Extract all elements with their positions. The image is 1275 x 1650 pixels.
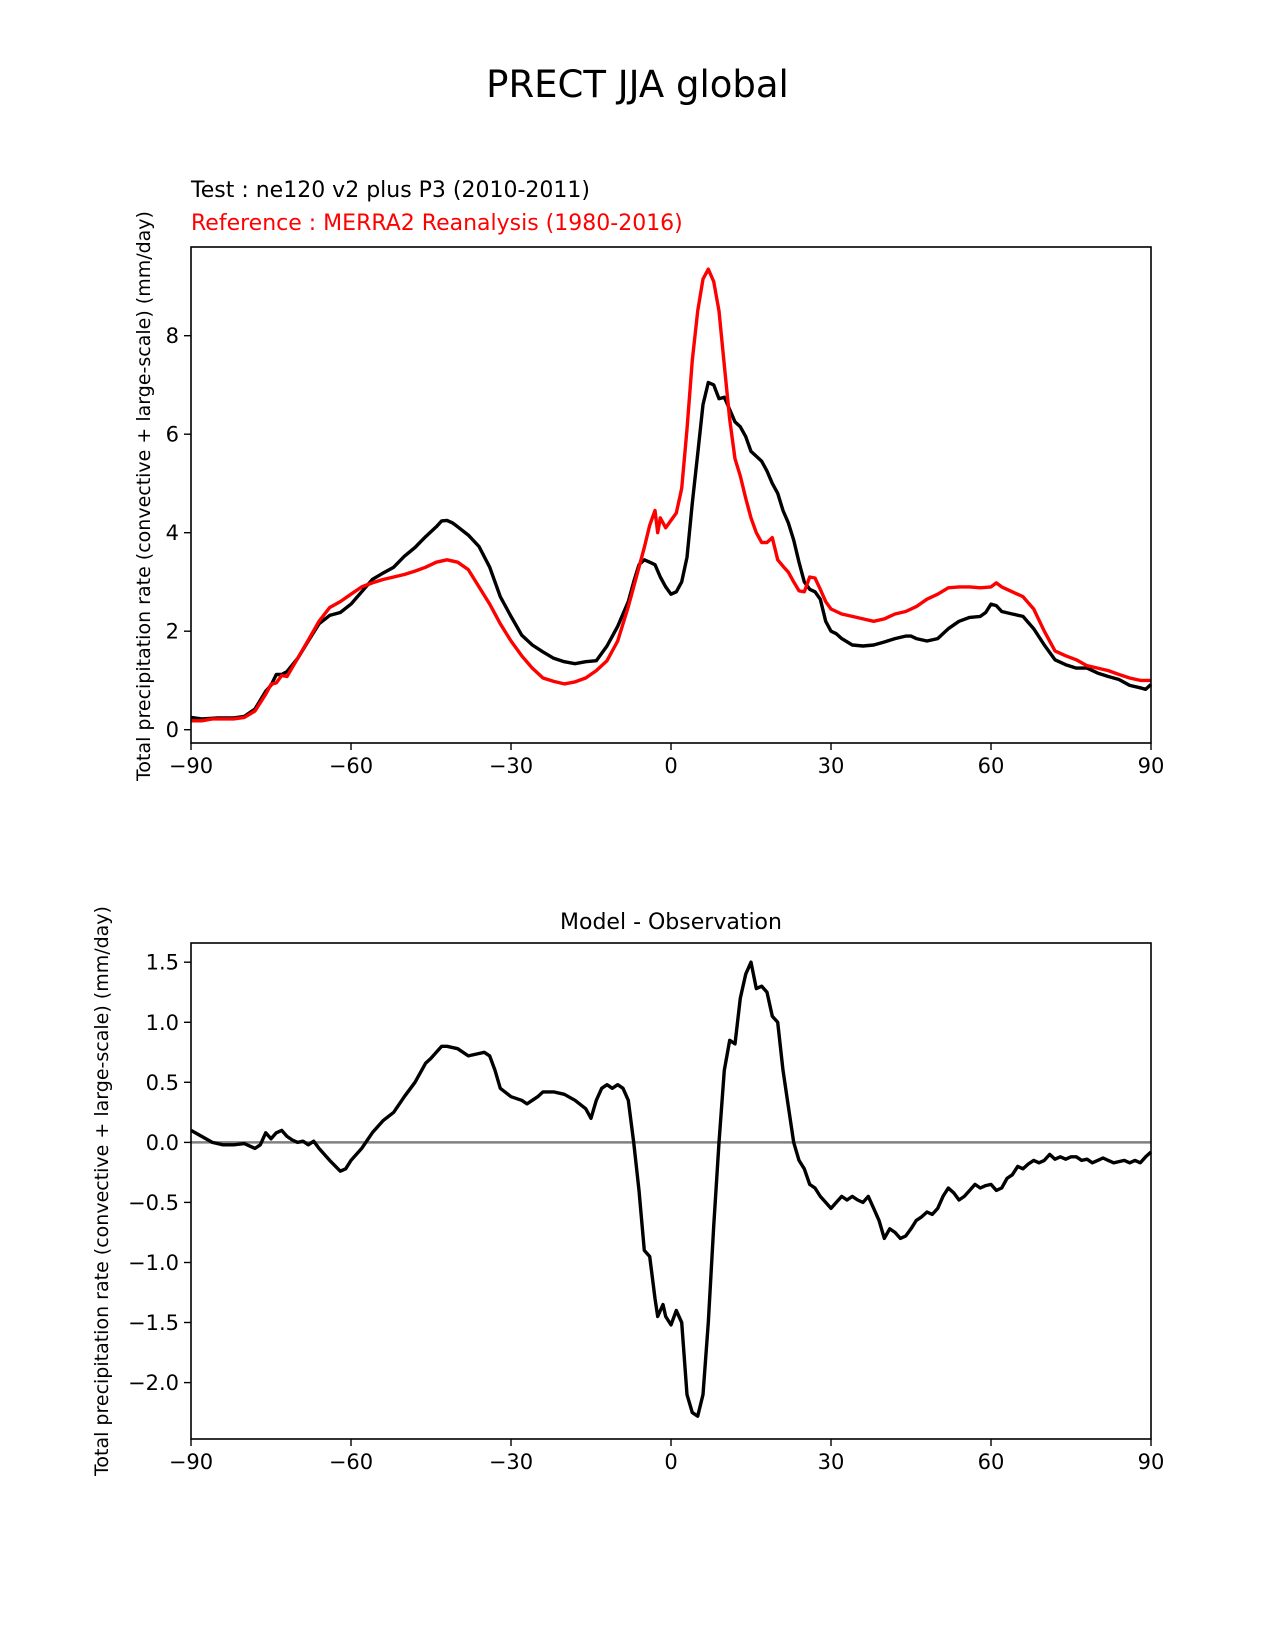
reference-title: Reference : MERRA2 Reanalysis (1980-2016…	[191, 211, 683, 236]
y-tick-label: −0.5	[128, 1191, 179, 1215]
difference-line-chart: Model - Observation Total precipitation …	[91, 906, 1164, 1477]
x-tick-label: −30	[489, 754, 533, 778]
test-title: Test : ne120 v2 plus P3 (2010-2011)	[190, 178, 590, 203]
y-tick-label: 0	[166, 718, 179, 742]
series-line-1	[190, 380, 1153, 721]
y-tick-label: 1.5	[146, 951, 179, 975]
x-tick-label: 60	[978, 754, 1005, 778]
y-tick-label: 0.0	[146, 1131, 179, 1155]
y-tick-label: −2.0	[128, 1371, 179, 1395]
precip-line-chart: Test : ne120 v2 plus P3 (2010-2011) Refe…	[133, 178, 1164, 782]
y-tick-label: 6	[166, 423, 179, 447]
y-axis-label: Total precipitation rate (convective + l…	[133, 211, 155, 782]
difference-title: Model - Observation	[560, 910, 782, 935]
x-tick-label: −90	[169, 754, 213, 778]
y-tick-label: −1.5	[128, 1311, 179, 1335]
figure-title: PRECT JJA global	[486, 63, 789, 106]
series-line-1	[190, 960, 1153, 1418]
x-tick-label: 30	[818, 754, 845, 778]
x-tick-label: 90	[1138, 754, 1165, 778]
x-tick-label: 0	[664, 1450, 677, 1474]
series-line-2	[191, 267, 1151, 723]
x-tick-label: −60	[329, 1450, 373, 1474]
x-tick-label: −90	[169, 1450, 213, 1474]
plot-frame	[190, 942, 1152, 1440]
y-tick-label: −1.0	[128, 1251, 179, 1275]
y-tick-label: 2	[166, 620, 179, 644]
plot-frame	[190, 246, 1152, 744]
y-tick-label: 0.5	[146, 1071, 179, 1095]
y-tick-label: 1.0	[146, 1011, 179, 1035]
y-tick-label: 4	[166, 521, 179, 545]
x-tick-label: 60	[978, 1450, 1005, 1474]
y-tick-label: 8	[166, 324, 179, 348]
x-tick-label: −60	[329, 754, 373, 778]
x-tick-label: 30	[818, 1450, 845, 1474]
x-tick-label: 0	[664, 754, 677, 778]
y-axis-label: Total precipitation rate (convective + l…	[91, 906, 113, 1477]
x-tick-label: −30	[489, 1450, 533, 1474]
x-tick-label: 90	[1138, 1450, 1165, 1474]
